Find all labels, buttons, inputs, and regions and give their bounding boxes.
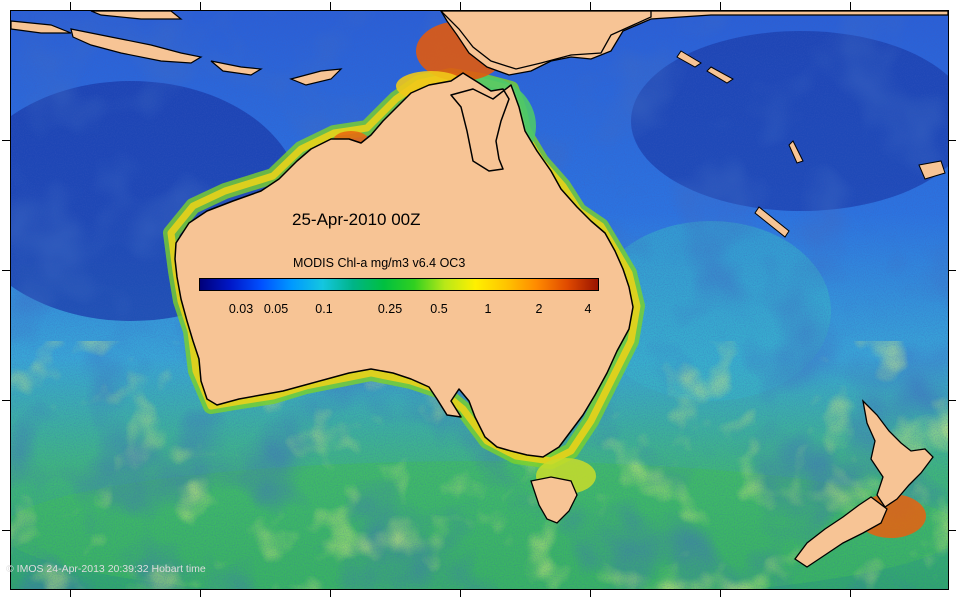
chlorophyll-map — [11, 11, 948, 589]
tick-top-5 — [590, 2, 591, 10]
tick-top-6 — [720, 2, 721, 10]
tick-bottom-7 — [850, 589, 851, 597]
tick-top-7 — [850, 2, 851, 10]
fiji-land — [918, 160, 946, 180]
tick-top-3 — [330, 2, 331, 10]
tick-bottom-1 — [70, 589, 71, 597]
map-frame — [10, 10, 949, 590]
colorbar-label-6: 2 — [535, 302, 543, 316]
tick-top-4 — [460, 2, 461, 10]
map-date-title: 25-Apr-2010 00Z — [292, 210, 421, 229]
tick-top-1 — [70, 2, 71, 10]
colorbar-label-5: 1 — [484, 302, 492, 316]
tick-right-1 — [948, 140, 956, 141]
tick-top-2 — [200, 2, 201, 10]
coastal-fringe — [163, 68, 645, 469]
tick-right-3 — [948, 400, 956, 401]
tick-left-3 — [2, 400, 10, 401]
tick-right-2 — [948, 270, 956, 271]
tick-bottom-5 — [590, 589, 591, 597]
java-land — [70, 28, 203, 64]
tick-bottom-3 — [330, 589, 331, 597]
colorbar-label-4: 0.5 — [430, 302, 448, 316]
copyright-text: © IMOS 24-Apr-2013 20:39:32 Hobart time — [6, 563, 206, 575]
tick-bottom-4 — [460, 589, 461, 597]
colorbar-label-1: 0.05 — [263, 302, 289, 316]
tick-left-2 — [2, 270, 10, 271]
tick-left-1 — [2, 140, 10, 141]
colorbar-title: MODIS Chl-a mg/m3 v6.4 OC3 — [293, 256, 466, 270]
nz-south-island — [794, 496, 888, 568]
tick-left-4 — [2, 530, 10, 531]
timor-land — [289, 68, 343, 86]
australia-land — [174, 72, 634, 458]
colorbar-label-3: 0.25 — [377, 302, 403, 316]
colorbar-label-7: 4 — [584, 302, 592, 316]
tick-right-4 — [948, 530, 956, 531]
tasmania-land — [530, 476, 578, 524]
tick-bottom-6 — [720, 589, 721, 597]
new-caledonia-land — [754, 206, 790, 238]
tick-bottom-2 — [200, 589, 201, 597]
colorbar-label-0: 0.03 — [228, 302, 254, 316]
nz-north-island — [861, 399, 934, 508]
colorbar — [199, 278, 599, 291]
colorbar-label-2: 0.1 — [315, 302, 333, 316]
